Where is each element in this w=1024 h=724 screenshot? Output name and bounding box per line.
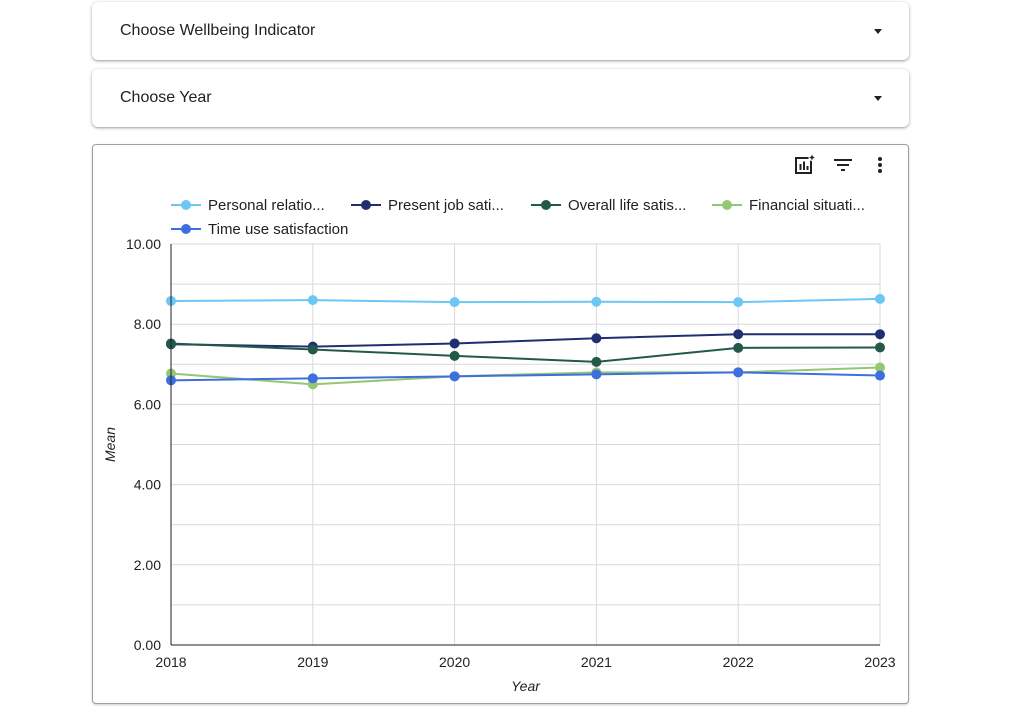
y-tick-label: 2.00 xyxy=(134,557,161,573)
data-point[interactable] xyxy=(875,370,885,381)
x-tick-label: 2022 xyxy=(723,654,754,670)
legend-item[interactable]: Financial situati... xyxy=(712,197,865,214)
year-dropdown[interactable]: Choose Year xyxy=(92,69,909,127)
x-tick-label: 2023 xyxy=(864,654,895,670)
year-label: Choose Year xyxy=(120,89,212,106)
data-point[interactable] xyxy=(591,356,602,367)
legend-label: Overall life satis... xyxy=(568,197,686,214)
y-axis-title: Mean xyxy=(102,427,118,462)
y-tick-label: 8.00 xyxy=(134,316,161,332)
legend-item[interactable]: Personal relatio... xyxy=(171,197,325,214)
y-tick-label: 0.00 xyxy=(134,637,161,653)
data-point[interactable] xyxy=(733,329,744,340)
chart-card: 0.00 2.00 4.00 6.00 8.00 10.00 2018 2019 2020 202… xyxy=(92,144,909,704)
x-tick-label: 2018 xyxy=(155,654,186,670)
data-point[interactable] xyxy=(449,371,460,382)
legend-item[interactable]: Overall life satis... xyxy=(531,197,686,214)
data-point[interactable] xyxy=(307,295,318,306)
legend-label: Personal relatio... xyxy=(208,197,325,214)
x-axis-title: Year xyxy=(511,678,541,694)
series-line xyxy=(170,366,881,386)
x-tick-label: 2019 xyxy=(297,654,328,670)
legend-marker xyxy=(541,200,551,210)
data-point[interactable] xyxy=(591,333,602,344)
x-tick-label: 2021 xyxy=(581,654,612,670)
data-point[interactable] xyxy=(875,362,885,373)
series-layer xyxy=(166,293,885,390)
line-chart: 0.00 2.00 4.00 6.00 8.00 10.00 2018 2019 2020 202… xyxy=(102,197,896,694)
wellbeing-indicator-label: Choose Wellbeing Indicator xyxy=(120,22,316,39)
data-point[interactable] xyxy=(449,338,460,349)
data-point[interactable] xyxy=(875,342,885,353)
series-line xyxy=(170,371,881,382)
legend-marker xyxy=(722,200,732,210)
legend-marker xyxy=(361,200,371,210)
y-tick-label: 10.00 xyxy=(126,236,161,252)
series-line xyxy=(170,297,881,304)
y-tick-label: 6.00 xyxy=(134,396,161,412)
data-point[interactable] xyxy=(307,344,318,355)
insights-chart-icon[interactable] xyxy=(793,153,817,177)
wellbeing-indicator-dropdown[interactable]: Choose Wellbeing Indicator xyxy=(92,2,909,60)
data-point[interactable] xyxy=(307,373,318,384)
legend-item[interactable]: Present job sati... xyxy=(351,197,504,214)
series-line xyxy=(170,342,881,363)
filter-icon[interactable] xyxy=(831,153,855,177)
data-point[interactable] xyxy=(449,297,460,308)
y-tick-label: 4.00 xyxy=(134,477,161,493)
more-vert-icon[interactable] xyxy=(868,153,892,177)
legend-label: Financial situati... xyxy=(749,197,865,214)
legend-marker xyxy=(181,224,191,234)
caret-down-icon xyxy=(874,96,882,101)
legend-item[interactable]: Time use satisfaction xyxy=(171,221,348,238)
data-point[interactable] xyxy=(591,296,602,307)
data-point[interactable] xyxy=(733,342,744,353)
legend-label: Time use satisfaction xyxy=(208,221,348,238)
data-point[interactable] xyxy=(875,329,885,340)
data-point[interactable] xyxy=(449,350,460,361)
grid xyxy=(171,243,881,645)
data-point[interactable] xyxy=(733,297,744,308)
legend: Personal relatio... Present job sati... Ov… xyxy=(171,197,865,238)
data-point[interactable] xyxy=(591,369,602,380)
axes: 0.00 2.00 4.00 6.00 8.00 10.00 2018 2019 2020 202… xyxy=(102,236,896,694)
caret-down-icon xyxy=(874,29,882,34)
series-line xyxy=(170,333,880,348)
legend-marker xyxy=(181,200,191,210)
data-point[interactable] xyxy=(875,293,885,304)
data-point[interactable] xyxy=(733,367,744,378)
x-tick-label: 2020 xyxy=(439,654,470,670)
legend-label: Present job sati... xyxy=(388,197,504,214)
